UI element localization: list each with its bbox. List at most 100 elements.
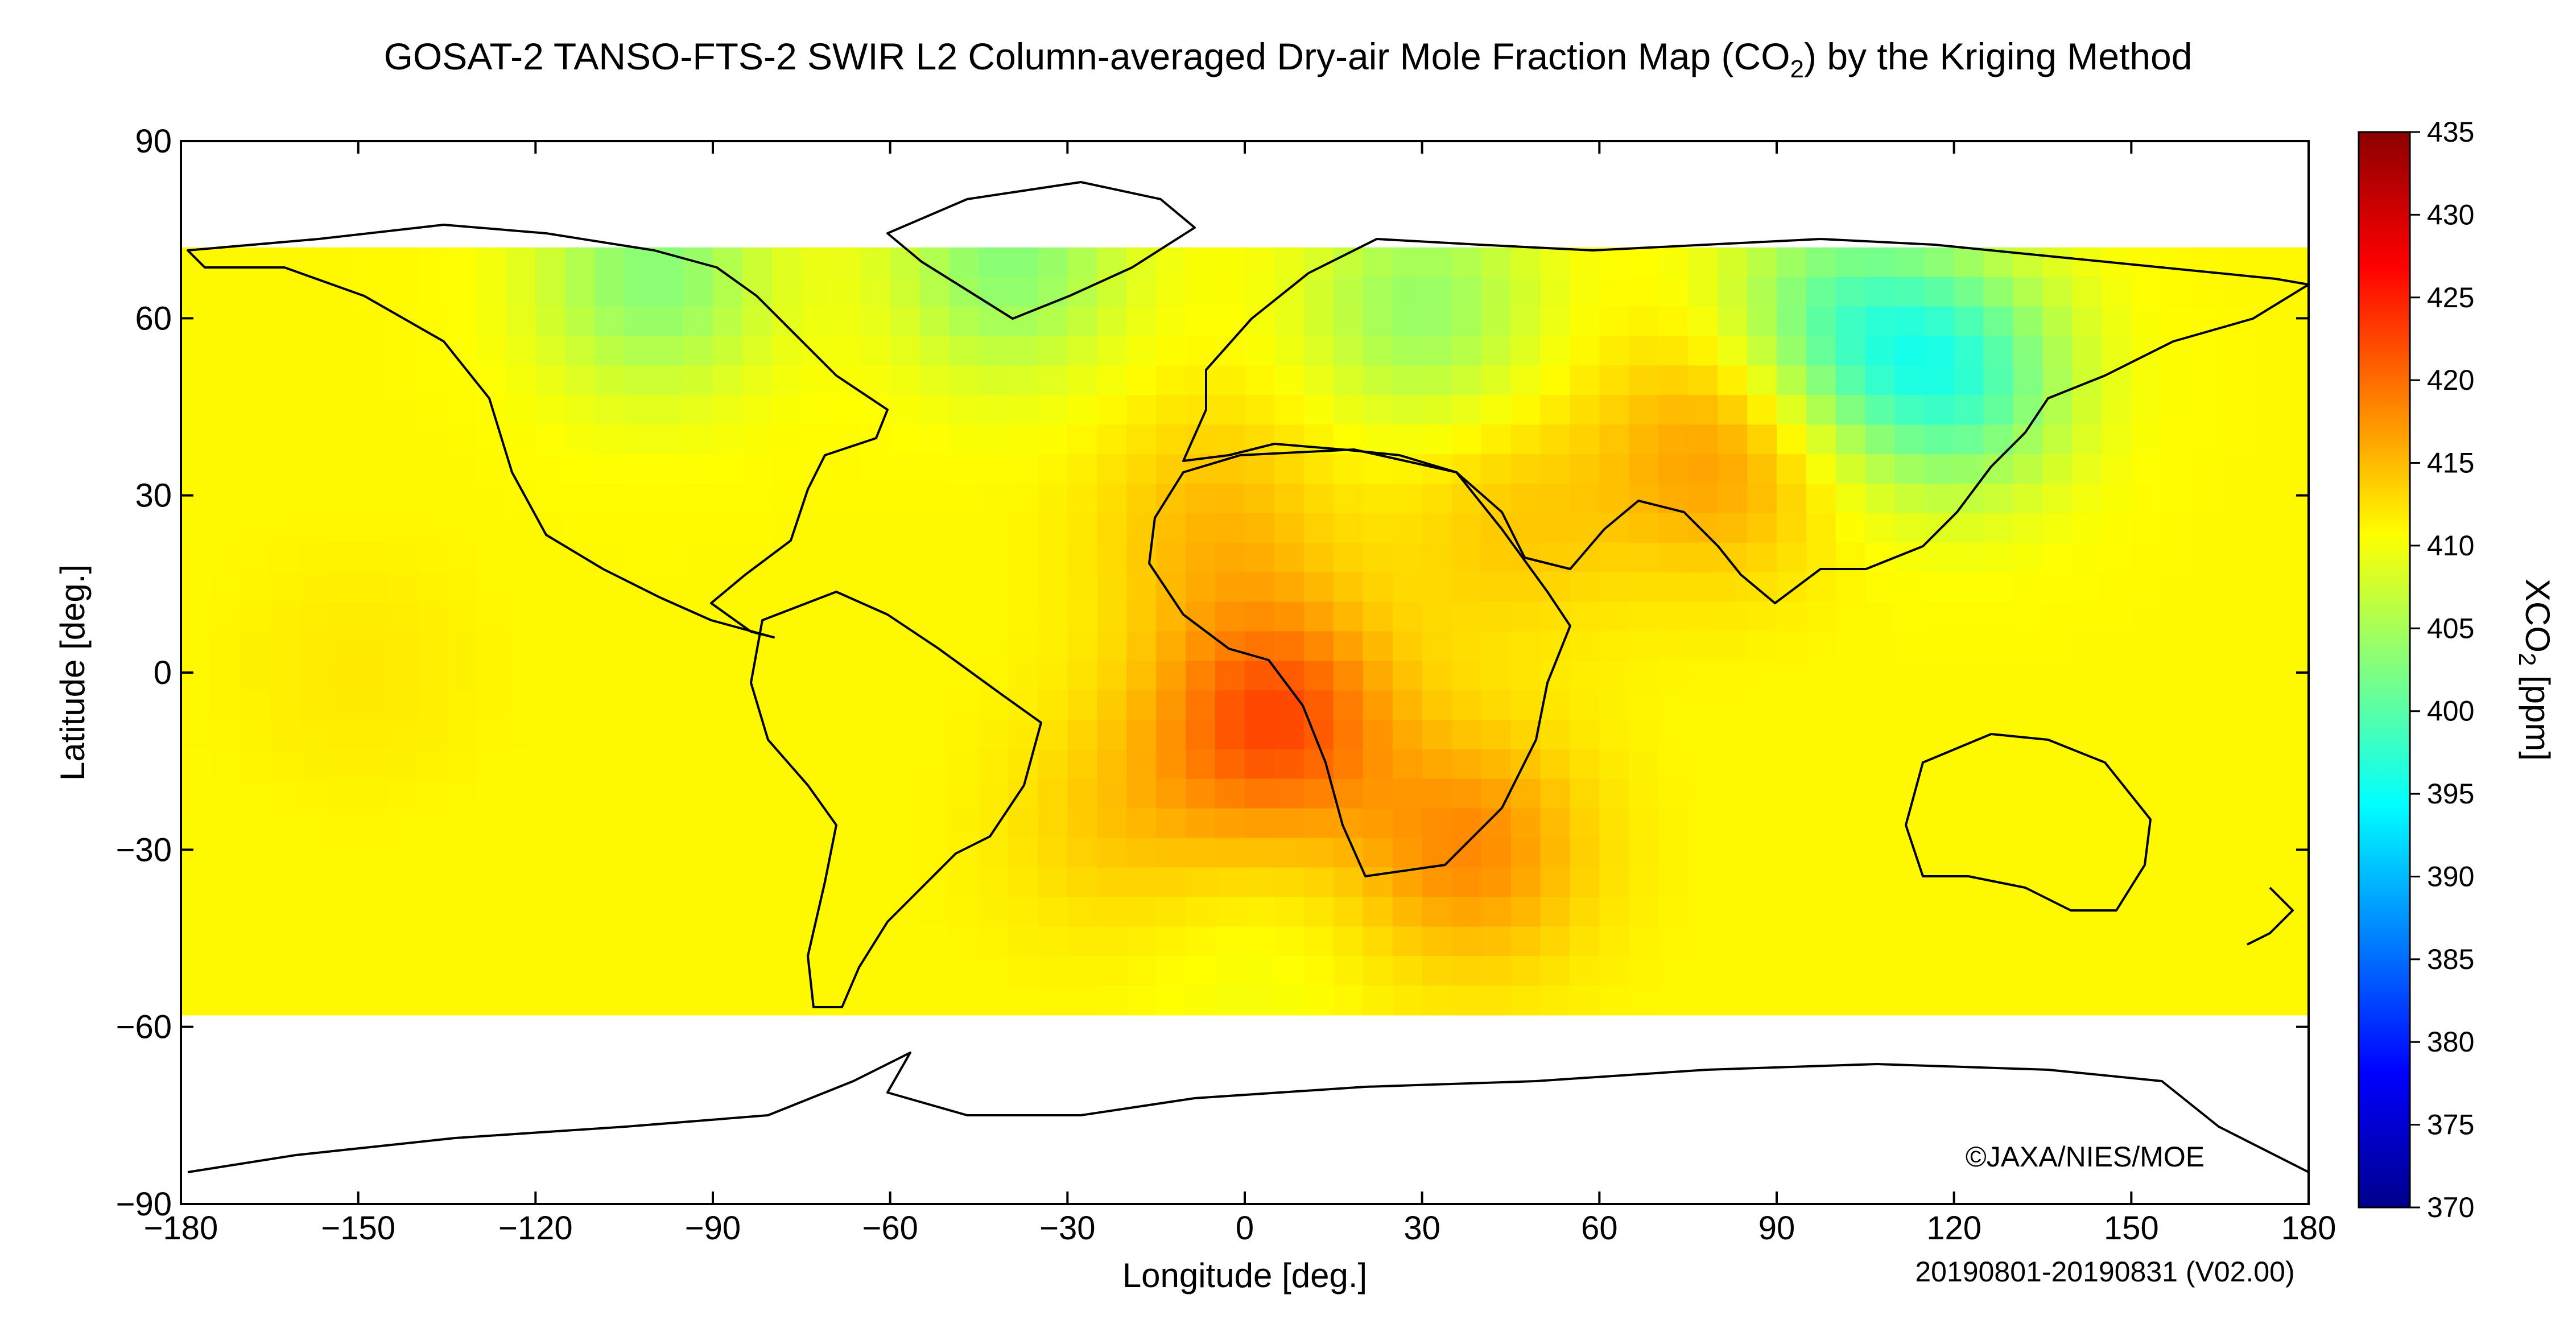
heatmap-cell [2190, 808, 2220, 839]
heatmap-cell [1835, 867, 1866, 897]
heatmap-cell [1688, 631, 1718, 661]
heatmap-cell [387, 808, 418, 839]
heatmap-cell [1363, 897, 1393, 927]
heatmap-cell [1097, 483, 1127, 514]
heatmap-cell [2190, 542, 2220, 573]
heatmap-cell [2131, 956, 2161, 986]
heatmap-cell [299, 808, 329, 839]
heatmap-cell [1570, 365, 1600, 395]
heatmap-cell [1835, 838, 1866, 868]
heatmap-cell [2220, 572, 2250, 603]
heatmap-cell [387, 424, 418, 455]
heatmap-cell [358, 838, 389, 868]
heatmap-cell [1894, 661, 1925, 691]
coastline-africa [1148, 448, 1571, 877]
heatmap-cell [240, 690, 270, 720]
heatmap-cell [2013, 483, 2044, 514]
heatmap-cell [1333, 247, 1364, 278]
heatmap-cell [1865, 424, 1896, 455]
heatmap-cell [269, 424, 300, 455]
heatmap-cell [654, 631, 684, 661]
heatmap-cell [358, 897, 389, 927]
heatmap-cell [1451, 897, 1482, 927]
heatmap-cell [890, 365, 920, 395]
heatmap-cell [1954, 867, 1984, 897]
heatmap-cell [1363, 926, 1393, 957]
heatmap-cell [1481, 454, 1512, 484]
heatmap-cell [565, 542, 595, 573]
heatmap-cell [535, 601, 565, 632]
heatmap-cell [240, 513, 270, 543]
heatmap-cell [358, 424, 389, 455]
heatmap-cell [1540, 277, 1570, 307]
heatmap-cell [2042, 778, 2073, 809]
heatmap-cell [2190, 778, 2220, 809]
heatmap-cell [2279, 454, 2309, 484]
heatmap-cell [1097, 542, 1127, 573]
heatmap-cell [2102, 778, 2132, 809]
heatmap-cell [328, 661, 359, 691]
heatmap-cell [1303, 483, 1334, 514]
heatmap-cell [1983, 986, 2014, 1016]
heatmap-cell [771, 247, 802, 278]
heatmap-cell [1097, 956, 1127, 986]
heatmap-cell [1806, 424, 1836, 455]
heatmap-cell [1865, 601, 1896, 632]
heatmap-cell [1924, 365, 1955, 395]
heatmap-cell [1747, 690, 1777, 720]
heatmap-cell [654, 926, 684, 957]
heatmap-cell [1067, 542, 1097, 573]
heatmap-cell [1363, 601, 1393, 632]
heatmap-cell [1038, 306, 1068, 337]
heatmap-cell [1215, 867, 1245, 897]
heatmap-cell [890, 720, 920, 750]
heatmap-cell [595, 454, 625, 484]
y-tick-label: 90 [135, 123, 172, 160]
heatmap-cell [1126, 601, 1157, 632]
heatmap-cell [890, 424, 920, 455]
heatmap-cell [860, 720, 891, 750]
heatmap-cell [1392, 336, 1423, 366]
heatmap-cell [1865, 483, 1896, 514]
heatmap-cell [387, 483, 418, 514]
heatmap-cell [240, 247, 270, 278]
heatmap-cell [2102, 808, 2132, 839]
heatmap-cell [860, 542, 891, 573]
heatmap-cell [2013, 897, 2044, 927]
heatmap-cell [447, 513, 477, 543]
heatmap-cell [1156, 661, 1186, 691]
heatmap-cell [683, 926, 713, 957]
heatmap-cell [713, 897, 743, 927]
heatmap-cell [387, 395, 418, 425]
heatmap-cell [2072, 513, 2102, 543]
heatmap-cell [831, 867, 861, 897]
heatmap-cell [801, 336, 832, 366]
heatmap-cell [269, 247, 300, 278]
colorbar-label: XCO2 [ppm] [2514, 579, 2557, 761]
heatmap-cell [1570, 306, 1600, 337]
heatmap-cell [1510, 749, 1541, 780]
heatmap-cell [476, 454, 506, 484]
heatmap-cell [1333, 897, 1364, 927]
heatmap-cell [2190, 277, 2220, 307]
heatmap-cell [919, 306, 950, 337]
heatmap-cell [1038, 986, 1068, 1016]
heatmap-cell [1363, 690, 1393, 720]
heatmap-cell [1067, 749, 1097, 780]
heatmap-cell [417, 631, 448, 661]
heatmap-cell [535, 542, 565, 573]
heatmap-cell [565, 661, 595, 691]
heatmap-cell [1274, 720, 1304, 750]
heatmap-cell [949, 424, 980, 455]
heatmap-cell [1924, 631, 1955, 661]
heatmap-cell [2161, 720, 2191, 750]
heatmap-cell [2042, 749, 2073, 780]
x-tick-label: 30 [1403, 1210, 1440, 1247]
heatmap-cell [506, 749, 536, 780]
x-axis-label: Longitude [deg.] [1122, 1256, 1367, 1294]
heatmap-cell [1481, 395, 1512, 425]
heatmap-cell [2072, 601, 2102, 632]
heatmap-cell [949, 867, 980, 897]
heatmap-cell [1008, 926, 1038, 957]
heatmap-cell [1215, 897, 1245, 927]
